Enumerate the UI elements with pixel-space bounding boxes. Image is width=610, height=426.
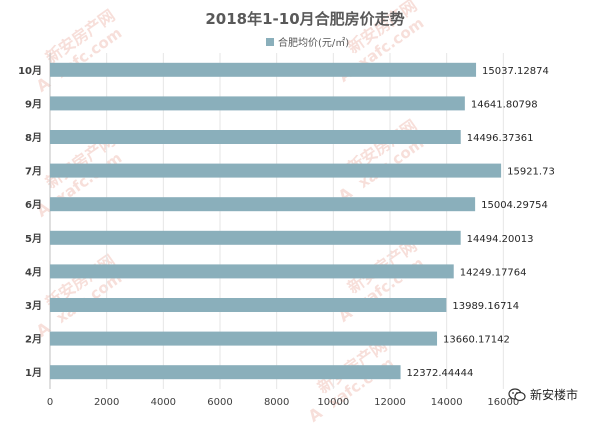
category-label: 7月 bbox=[25, 166, 42, 178]
x-tick-label: 4000 bbox=[151, 397, 176, 408]
bar bbox=[50, 163, 502, 178]
bar bbox=[50, 365, 401, 380]
category-label: 4月 bbox=[25, 266, 42, 278]
category-label: 5月 bbox=[25, 233, 42, 245]
data-label: 12372.44444 bbox=[407, 368, 474, 379]
data-label: 13989.16714 bbox=[452, 301, 519, 312]
badge-text: 新安楼市 bbox=[530, 388, 579, 402]
x-tick-label: 8000 bbox=[264, 397, 289, 408]
legend: 合肥均价(元/㎡) bbox=[266, 36, 349, 49]
legend-label: 合肥均价(元/㎡) bbox=[278, 36, 349, 49]
category-label: 2月 bbox=[25, 334, 42, 346]
bars bbox=[50, 62, 502, 380]
data-label: 14494.20013 bbox=[467, 234, 534, 245]
data-label: 14249.17764 bbox=[460, 267, 527, 278]
data-label: 15037.12874 bbox=[482, 66, 549, 77]
x-tick-label: 14000 bbox=[431, 397, 463, 408]
bar bbox=[50, 298, 447, 312]
data-label: 14496.37361 bbox=[467, 133, 534, 144]
wechat-icon bbox=[508, 387, 526, 402]
bar bbox=[50, 264, 454, 279]
legend-swatch bbox=[266, 38, 274, 46]
x-tick-label: 10000 bbox=[317, 397, 349, 408]
category-label: 10月 bbox=[18, 65, 42, 77]
bar bbox=[50, 62, 477, 77]
data-label: 15004.29754 bbox=[481, 200, 548, 211]
bar bbox=[50, 96, 465, 111]
bar bbox=[50, 197, 476, 212]
bar bbox=[50, 331, 438, 346]
x-tick-label: 16000 bbox=[487, 397, 519, 408]
x-tick-label: 0 bbox=[47, 397, 53, 408]
x-tick-label: 12000 bbox=[374, 397, 406, 408]
data-label: 15921.73 bbox=[507, 167, 555, 178]
x-tick-label: 2000 bbox=[94, 397, 119, 408]
category-label: 9月 bbox=[25, 98, 42, 110]
x-tick-label: 6000 bbox=[207, 397, 232, 408]
bar bbox=[50, 130, 461, 144]
data-label: 13660.17142 bbox=[443, 335, 510, 346]
category-label: 6月 bbox=[25, 199, 42, 211]
chart-title: 2018年1-10月合肥房价走势 bbox=[205, 10, 404, 28]
wechat-badge: 新安楼市 bbox=[508, 386, 578, 403]
category-label: 1月 bbox=[25, 367, 42, 379]
data-label: 14641.80798 bbox=[471, 99, 538, 110]
category-label: 8月 bbox=[25, 132, 42, 144]
labels: 0 2000 4000 6000 8000 10000 12000 14000 16000 123… bbox=[18, 65, 555, 408]
bar bbox=[50, 230, 461, 245]
category-label: 3月 bbox=[25, 300, 42, 312]
